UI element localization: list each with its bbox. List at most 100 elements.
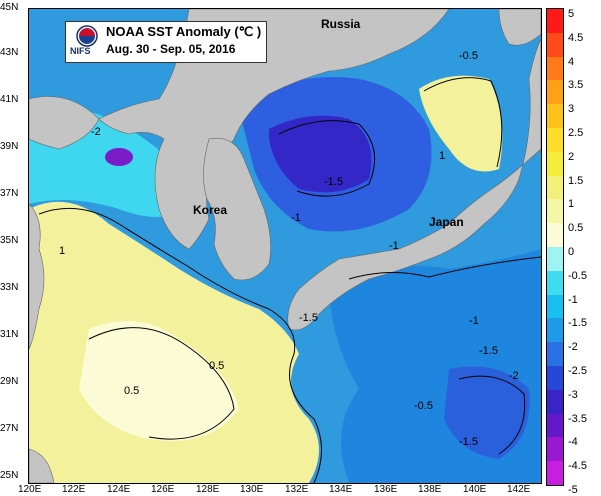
lon-tick-label: 136E: [374, 484, 398, 495]
contour-label: -0.5: [459, 50, 478, 62]
bohai-cold-spot: [105, 148, 133, 166]
agency-label: NIFS: [70, 46, 91, 56]
colorbar-cell: [547, 366, 563, 390]
colorbar-label: 2: [568, 150, 575, 163]
land-hokkaido: [498, 9, 541, 46]
colorbar-label: -1: [568, 293, 578, 306]
lat-tick-label: 31N: [0, 329, 19, 340]
contour-label: -1: [291, 212, 301, 224]
lat-tick-label: 43N: [0, 47, 19, 58]
pacific-cold-core: [444, 366, 530, 459]
lat-tick-label: 41N: [0, 94, 19, 105]
contour-label: -2: [91, 126, 101, 138]
lon-tick-label: 142E: [507, 484, 531, 495]
nifs-logo-icon: [76, 25, 98, 47]
contour-label: -1.5: [324, 176, 343, 188]
colorbar-label: 4.5: [568, 31, 584, 44]
contour-label: 0.5: [209, 360, 224, 372]
colorbar-cell: [547, 247, 563, 271]
colorbar-label: 0: [568, 246, 575, 258]
colorbar-cell: [547, 389, 563, 414]
colorbar-cell: [547, 80, 563, 105]
warm-patch-northeast: [419, 75, 503, 172]
sst-anomaly-map: -2 -1 -1.5 -0.5 0.5 1 -1 0.5 -1.5 -0.5 -…: [28, 8, 542, 484]
contour-label: 1: [59, 245, 65, 257]
colorbar-label: -1.5: [568, 317, 587, 330]
land-china-coast: [29, 203, 45, 350]
colorbar-label: -5: [568, 484, 578, 496]
colorbar-cell: [547, 175, 563, 200]
lon-tick-label: 134E: [329, 484, 353, 495]
colorbar-cell: [547, 342, 563, 366]
colorbar-label: 4: [568, 55, 575, 68]
colorbar-cell: [547, 413, 563, 438]
lat-tick-label: 35N: [0, 235, 19, 246]
title-box: NIFS NOAA SST Anomaly (℃ ) Aug. 30 - Sep…: [65, 21, 267, 63]
cold-anomaly-core: [269, 115, 372, 193]
place-label-russia: Russia: [321, 17, 361, 31]
colorbar-cell: [547, 294, 563, 319]
lon-tick-label: 124E: [107, 484, 131, 495]
contour-label: 0.5: [124, 385, 139, 397]
contour-label: -1.5: [299, 312, 318, 324]
lon-tick-label: 128E: [196, 484, 220, 495]
lat-tick-label: 39N: [0, 141, 19, 152]
contour-label: 1: [439, 150, 445, 162]
contour-label: -1.5: [459, 436, 478, 448]
colorbar-label: 3: [568, 103, 575, 116]
lon-tick-label: 120E: [18, 484, 42, 495]
colorbar-cell: [547, 318, 563, 343]
lat-tick-label: 29N: [0, 376, 19, 387]
colorbar-label: 1.5: [568, 174, 584, 187]
lat-tick-label: 27N: [0, 423, 19, 434]
colorbar-cell: [547, 437, 563, 462]
warm-anomaly-core: [79, 321, 239, 441]
contour-label: -1.5: [479, 345, 498, 357]
lon-tick-label: 126E: [151, 484, 175, 495]
colorbar-cell: [547, 461, 563, 485]
colorbar-label: -0.5: [568, 269, 587, 282]
colorbar-cell: [547, 128, 563, 152]
contour-lines: [38, 77, 541, 483]
colorbar-label: 1: [568, 198, 575, 211]
colorbar-cell: [547, 223, 563, 247]
lon-tick-label: 130E: [240, 484, 264, 495]
land-korea: [203, 137, 271, 281]
lon-tick-label: 140E: [463, 484, 487, 495]
colorbar-cell: [547, 104, 563, 128]
land-japan: [287, 38, 541, 331]
colorbar-cell: [547, 151, 563, 176]
colorbar: [546, 8, 564, 486]
land-taiwan: [29, 448, 55, 483]
contour-label: -1: [469, 315, 479, 327]
lat-tick-label: 45N: [0, 2, 19, 13]
colorbar-label: -3.5: [568, 412, 587, 425]
colorbar-cell: [547, 270, 563, 295]
contour-label: -0.5: [414, 400, 433, 412]
colorbar-label: 2.5: [568, 127, 584, 139]
map-date-range: Aug. 30 - Sep. 05, 2016: [106, 42, 236, 56]
lon-tick-label: 138E: [418, 484, 442, 495]
lat-tick-label: 25N: [0, 470, 19, 481]
land-shandong: [29, 96, 100, 150]
place-label-korea: Korea: [193, 203, 228, 217]
colorbar-cell: [547, 32, 563, 57]
colorbar-label: -3: [568, 388, 578, 401]
colorbar-label: 5: [568, 8, 575, 20]
colorbar-cell: [547, 56, 563, 81]
lon-tick-label: 122E: [62, 484, 86, 495]
lat-tick-label: 33N: [0, 282, 19, 293]
colorbar-cell: [547, 199, 563, 224]
lon-tick-label: 132E: [285, 484, 309, 495]
colorbar-label: -4: [568, 436, 578, 449]
contour-label: -1: [389, 240, 399, 252]
contour-label-group: -2 -1 -1.5 -0.5 0.5 1 -1 0.5 -1.5 -0.5 -…: [59, 50, 519, 448]
contour-label: -2: [509, 370, 519, 382]
colorbar-cell: [547, 9, 563, 33]
lat-tick-label: 37N: [0, 188, 19, 199]
colorbar-label: 3.5: [568, 79, 584, 92]
colorbar-label: -2.5: [568, 365, 587, 377]
map-title: NOAA SST Anomaly (℃ ): [106, 24, 262, 39]
colorbar-label: -4.5: [568, 460, 587, 473]
map-canvas: -2 -1 -1.5 -0.5 0.5 1 -1 0.5 -1.5 -0.5 -…: [29, 9, 541, 483]
